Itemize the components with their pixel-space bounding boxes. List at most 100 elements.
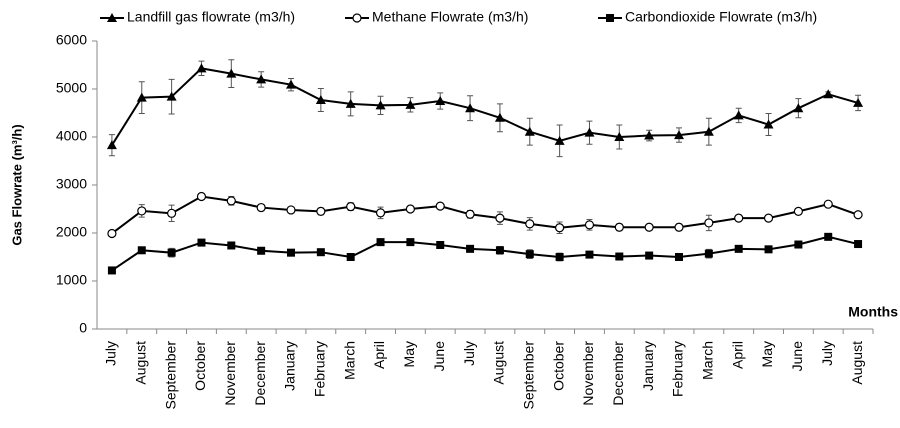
series-line — [111, 67, 859, 146]
data-point — [346, 202, 356, 212]
data-point — [465, 209, 475, 219]
data-point — [674, 130, 684, 140]
data-point — [764, 245, 773, 254]
data-point — [644, 130, 655, 140]
data-point — [495, 213, 505, 223]
data-point — [286, 205, 296, 215]
x-tick-label: July — [103, 341, 119, 366]
data-point — [107, 228, 117, 239]
y-axis-label: Gas Flowrate (m³/h) — [9, 124, 24, 245]
data-point — [675, 253, 683, 261]
x-tick-label: April — [729, 341, 745, 369]
data-point — [793, 206, 803, 216]
data-point — [435, 201, 445, 211]
legend-label: Landfill gas flowrate (m3/h) — [127, 9, 295, 25]
data-point — [703, 126, 714, 136]
x-tick-label: March — [341, 341, 357, 380]
data-point — [614, 222, 624, 232]
data-point — [704, 249, 713, 258]
data-point — [256, 74, 267, 84]
data-point — [794, 240, 803, 249]
data-point — [137, 246, 146, 255]
data-point — [763, 119, 774, 129]
data-point — [137, 206, 147, 216]
x-tick-label: October — [550, 341, 566, 391]
data-point — [854, 240, 863, 249]
data-point — [584, 220, 595, 230]
x-tick-label: January — [640, 341, 656, 391]
x-tick-label: September — [162, 341, 178, 410]
legend-marker — [352, 13, 362, 23]
data-point — [645, 251, 654, 260]
data-point — [525, 250, 534, 259]
x-tick-label: November — [222, 341, 238, 406]
data-point — [106, 140, 117, 150]
x-tick-label: April — [371, 341, 387, 369]
data-point — [286, 79, 296, 89]
data-point — [346, 253, 355, 261]
data-point — [494, 112, 505, 122]
y-tick-label: 5000 — [56, 80, 87, 96]
y-tick-label: 0 — [79, 320, 87, 336]
x-axis-label: Months — [848, 304, 898, 320]
legend-marker — [107, 13, 117, 22]
data-point — [763, 213, 774, 223]
data-point — [345, 98, 356, 108]
data-point — [376, 238, 385, 247]
data-point — [615, 252, 624, 261]
data-point — [495, 246, 504, 255]
data-point — [824, 232, 833, 241]
x-tick-label: December — [610, 341, 626, 406]
data-point — [555, 223, 565, 233]
x-tick-label: November — [580, 341, 596, 406]
data-point — [644, 222, 654, 232]
data-point — [823, 199, 833, 209]
data-point — [436, 241, 445, 249]
x-tick-label: July — [461, 341, 477, 366]
data-point — [465, 103, 476, 113]
data-point — [226, 68, 237, 78]
x-tick-label: September — [520, 341, 536, 410]
data-point — [734, 244, 743, 253]
x-tick-label: March — [700, 341, 716, 380]
data-point — [375, 100, 386, 110]
data-point — [555, 253, 564, 261]
data-point — [793, 103, 804, 113]
data-point — [584, 127, 595, 137]
data-point — [585, 250, 594, 259]
data-point — [167, 248, 176, 257]
data-point — [435, 96, 446, 105]
data-point — [614, 132, 625, 141]
data-point — [287, 248, 295, 257]
data-point — [405, 99, 416, 109]
y-tick-label: 1000 — [56, 272, 87, 288]
data-point — [823, 89, 834, 99]
data-point — [853, 210, 863, 220]
data-point — [196, 191, 207, 202]
data-point — [167, 208, 177, 218]
y-tick-label: 2000 — [56, 224, 87, 240]
data-point — [107, 266, 116, 275]
x-tick-label: January — [282, 341, 298, 391]
data-point — [196, 63, 207, 73]
data-point — [197, 238, 206, 247]
data-point — [316, 248, 325, 257]
x-tick-label: December — [252, 341, 268, 406]
data-point — [733, 110, 744, 120]
x-tick-label: August — [491, 341, 507, 385]
data-point — [226, 196, 236, 206]
x-tick-label: February — [312, 341, 328, 397]
data-point — [406, 238, 415, 247]
data-point — [853, 97, 864, 107]
data-point — [466, 244, 475, 253]
x-tick-label: May — [759, 341, 775, 367]
x-tick-label: August — [132, 341, 148, 385]
data-point — [257, 246, 266, 255]
data-point — [166, 91, 177, 101]
x-tick-label: June — [789, 341, 805, 372]
data-point — [375, 208, 386, 218]
data-point — [316, 206, 326, 216]
y-tick-label: 3000 — [56, 176, 87, 192]
x-tick-label: June — [431, 341, 447, 372]
